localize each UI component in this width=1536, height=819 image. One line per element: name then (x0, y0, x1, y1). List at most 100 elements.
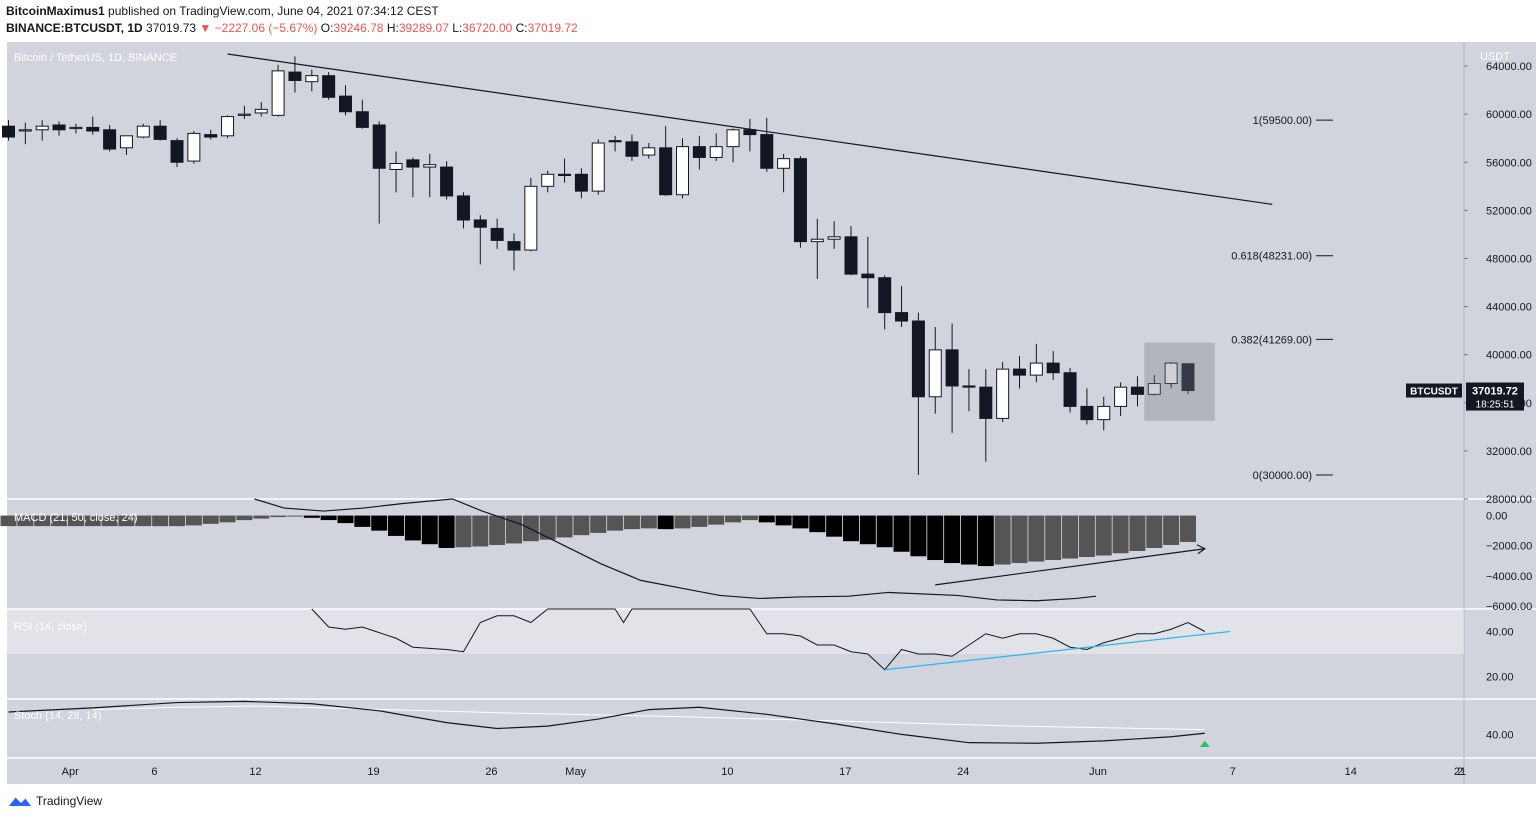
time-tick-label: 7 (1230, 766, 1236, 778)
candle-bear (760, 134, 774, 169)
candle (103, 124, 117, 152)
candle-bear (979, 386, 993, 419)
rsi-pane[interactable]: RSI (14, close) (7, 608, 1464, 671)
candle (1063, 367, 1077, 413)
candle (339, 85, 352, 116)
macd-histogram-bar (253, 515, 270, 519)
candle-bull (709, 146, 723, 158)
rsi-pane-background (7, 609, 1464, 699)
macd-histogram-bar (573, 515, 590, 536)
candle (760, 117, 774, 172)
price-tick-label: 64000.00 (1486, 61, 1532, 73)
candle (911, 312, 925, 475)
candle-bull (237, 113, 251, 116)
candle (69, 123, 83, 134)
candle-bull (777, 158, 791, 169)
macd-histogram-bar (506, 515, 522, 544)
candle-bull (591, 142, 605, 192)
candle-bull (389, 162, 403, 170)
candle-bear (608, 140, 622, 143)
time-tick-label: 6 (151, 766, 157, 778)
macd-histogram-bar (944, 515, 961, 564)
candle-bull (642, 147, 656, 156)
macd-histogram-bar (977, 515, 994, 567)
candle (827, 221, 841, 249)
macd-histogram-bar (388, 515, 405, 536)
stoch-pane[interactable]: Stoch (14, 28, 14) (8, 700, 1210, 747)
candle-bear (372, 124, 386, 169)
macd-histogram-bar (185, 515, 202, 526)
candle-bear (52, 124, 66, 131)
candle-bull (69, 126, 83, 130)
macd-histogram-bar (640, 515, 657, 529)
macd-histogram-bar (371, 515, 388, 531)
price-pane[interactable]: Bitcoin / TetherUS, 1D, BINANCE 1(59500.0… (2, 52, 1334, 482)
price-pane-title: Bitcoin / TetherUS, 1D, BINANCE (14, 52, 177, 64)
candle-bear (962, 385, 976, 388)
candle (271, 64, 285, 117)
open-value: 39246.78 (333, 21, 384, 35)
candle-bull (1114, 386, 1128, 407)
candle (676, 138, 689, 199)
macd-histogram-bar (927, 515, 944, 561)
candle (625, 134, 639, 162)
candle-bear (692, 146, 706, 158)
candle (608, 135, 622, 152)
candle (2, 120, 15, 141)
bullish-cross-triangle-icon (1199, 741, 1210, 747)
symbol-tag: BTCUSDT (1410, 387, 1458, 398)
rsi-support-trendline (884, 630, 1231, 671)
candle (406, 157, 420, 198)
time-tick-label: 19 (367, 766, 379, 778)
macd-histogram-bar (741, 515, 758, 521)
candle-bull (827, 236, 841, 240)
stoch-k-line (8, 700, 1205, 744)
time-tick-label: 12 (249, 766, 261, 778)
current-price-label: 37019.72 (1472, 386, 1518, 398)
candle (52, 121, 66, 136)
macd-histogram-bar (1146, 515, 1163, 548)
candle (996, 361, 1010, 423)
macd-histogram-bar (708, 515, 725, 525)
macd-histogram-bar (758, 515, 775, 523)
candle-bear (659, 147, 673, 196)
candle (1147, 375, 1161, 396)
candle-bear (895, 312, 909, 322)
tradingview-brand[interactable]: TradingView (8, 794, 102, 808)
candle (1046, 351, 1060, 380)
candle-bull (1147, 383, 1161, 395)
open-label: O: (320, 21, 334, 35)
chart-canvas[interactable]: Bitcoin / TetherUS, 1D, BINANCE 1(59500.0… (0, 40, 1536, 784)
candle-bear (911, 320, 925, 398)
candle (1080, 388, 1094, 425)
macd-pane[interactable]: MACD (21, 50, close, 24) (0, 498, 1207, 602)
candle (187, 130, 201, 164)
macd-tick-label: 0.00 (1486, 511, 1507, 523)
candle-bear (1046, 362, 1060, 374)
candle-bear (1013, 368, 1026, 376)
macd-histogram-bar (84, 515, 101, 527)
candle (18, 122, 32, 145)
candle-bull (35, 125, 49, 131)
low-label: L: (452, 21, 463, 35)
time-tick-label: 21 (1454, 766, 1466, 778)
author-name[interactable]: BitcoinMaximus1 (6, 4, 105, 18)
macd-histogram-bar (34, 515, 51, 527)
candle (170, 138, 184, 168)
candle (878, 275, 892, 330)
published-text: published on TradingView.com, June 04, 2… (108, 4, 439, 18)
macd-histogram-bar (623, 515, 640, 530)
fib-level-label: 1(59500.00) (1253, 115, 1312, 127)
macd-histogram-bar (67, 515, 84, 527)
macd-tick-label: −4000.00 (1486, 571, 1532, 583)
candle (793, 156, 807, 248)
macd-signal-line (254, 498, 1097, 602)
rsi-line (311, 608, 1206, 671)
rsi-band (7, 609, 1464, 654)
candle (979, 369, 993, 462)
fib-level-label: 0(30000.00) (1253, 470, 1312, 482)
candle (558, 158, 572, 183)
candle (322, 72, 336, 100)
macd-histogram-bar (51, 515, 68, 527)
candle (136, 123, 150, 139)
